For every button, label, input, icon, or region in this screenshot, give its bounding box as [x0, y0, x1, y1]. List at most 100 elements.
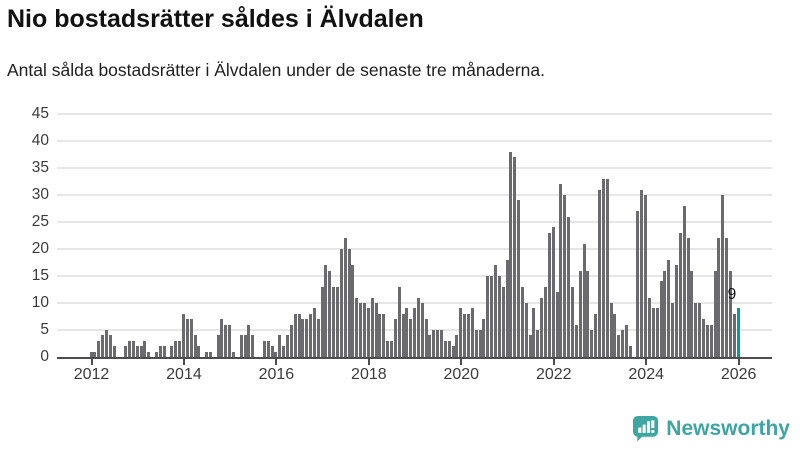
x-tick-label: 2014 — [166, 366, 202, 383]
bar — [671, 303, 675, 357]
bar — [443, 340, 447, 357]
bar — [251, 335, 255, 357]
x-tick — [182, 359, 185, 365]
bar — [228, 324, 232, 357]
bar — [490, 276, 494, 357]
bar — [440, 330, 444, 357]
bar — [89, 351, 93, 357]
bar — [540, 297, 544, 357]
x-tick-label: 2024 — [628, 366, 664, 383]
bar — [447, 340, 451, 357]
bar — [128, 340, 132, 357]
bar — [393, 319, 397, 357]
y-tick-label: 20 — [31, 240, 49, 257]
x-tick-label: 2022 — [535, 366, 572, 383]
bar — [189, 319, 193, 357]
bar — [663, 270, 667, 357]
bar — [621, 330, 625, 357]
bar — [355, 297, 359, 357]
bar — [474, 330, 478, 357]
bar — [520, 286, 524, 357]
bar — [208, 351, 212, 357]
page-title: Nio bostadsrätter såldes i Älvdalen — [7, 5, 424, 33]
bar — [101, 335, 105, 357]
bar — [725, 238, 729, 357]
bar — [178, 340, 182, 357]
bar — [147, 351, 151, 357]
bar — [386, 340, 390, 357]
bar — [571, 286, 574, 357]
bar — [563, 195, 567, 357]
bar — [343, 238, 347, 357]
y-tick-label: 15 — [31, 267, 49, 284]
bar — [312, 308, 316, 357]
bar — [131, 340, 135, 357]
bar — [324, 265, 328, 357]
bar — [305, 319, 309, 357]
bar — [486, 276, 490, 357]
bar — [482, 319, 486, 357]
x-tick-label: 2020 — [443, 366, 480, 383]
bar — [382, 313, 386, 357]
x-tick-label: 2026 — [720, 366, 757, 383]
bar — [347, 249, 351, 357]
bar — [293, 313, 297, 357]
bar — [698, 303, 702, 357]
bar-chart-speech-bubble-icon — [633, 415, 659, 442]
bar — [389, 340, 393, 357]
bar — [239, 335, 243, 357]
bar — [112, 346, 116, 357]
y-tick-label: 5 — [40, 321, 49, 338]
gridline — [57, 113, 772, 115]
bar — [524, 303, 528, 357]
bar — [270, 346, 274, 357]
bar — [597, 189, 601, 357]
x-tick-label: 2016 — [258, 366, 295, 383]
bar — [586, 270, 590, 357]
bar — [428, 335, 432, 357]
bar — [154, 351, 158, 357]
bar — [274, 351, 278, 357]
bar — [185, 319, 189, 357]
bar — [243, 335, 247, 357]
bar — [682, 205, 686, 357]
bar — [532, 308, 536, 357]
bar — [162, 346, 166, 357]
bar — [651, 308, 655, 357]
gridline — [57, 140, 772, 142]
bar — [401, 313, 405, 357]
bar — [135, 346, 139, 357]
y-tick-label: 25 — [31, 213, 49, 230]
bar — [451, 346, 455, 357]
bar — [158, 346, 162, 357]
y-tick-label: 45 — [31, 105, 49, 122]
bar — [628, 346, 632, 357]
bar — [648, 297, 652, 357]
bar — [555, 292, 559, 357]
bar — [463, 313, 467, 357]
bar — [717, 238, 721, 357]
bar — [709, 324, 713, 357]
highlighted-bar — [736, 308, 740, 357]
bar — [170, 346, 174, 357]
bar — [501, 286, 505, 357]
bar — [143, 340, 147, 357]
bar — [174, 340, 178, 357]
bar — [297, 313, 301, 357]
bar — [378, 313, 382, 357]
bar — [509, 151, 513, 357]
bar — [659, 281, 663, 357]
bar — [409, 319, 413, 357]
x-tick-label: 2012 — [73, 366, 110, 383]
x-tick — [460, 359, 463, 365]
bar — [97, 340, 101, 357]
bar — [289, 324, 293, 357]
bar — [655, 308, 659, 357]
bar — [636, 211, 640, 357]
bar — [309, 313, 313, 357]
bar — [613, 313, 617, 357]
y-tick-label: 40 — [31, 132, 49, 149]
bar — [528, 335, 532, 357]
bar — [181, 313, 185, 357]
bar — [732, 313, 736, 357]
